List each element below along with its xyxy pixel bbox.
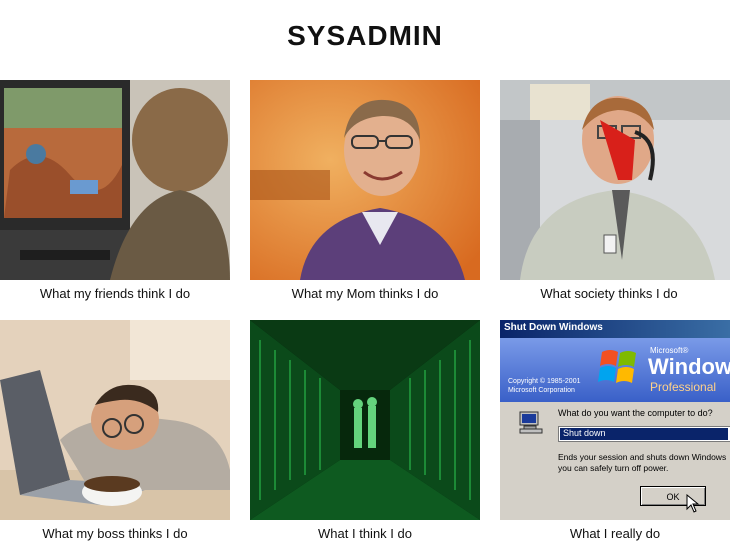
brand-edition: Professional <box>650 380 717 394</box>
brand-windows: Windows <box>648 354 730 379</box>
panel-boss-image <box>0 320 230 520</box>
copyright-line-1: Copyright © 1985-2001 <box>508 378 581 385</box>
caption-society: What society thinks I do <box>540 286 678 301</box>
ok-button-label: OK <box>666 492 680 502</box>
caption-friends: What my friends think I do <box>39 286 191 301</box>
description-line-2: you can safely turn off power. <box>558 463 669 473</box>
dialog-title: Shut Down Windows <box>504 322 603 333</box>
windows-banner: Microsoft® Windows Professional Copyrigh… <box>500 338 730 402</box>
computer-icon <box>519 411 543 434</box>
brand-microsoft: Microsoft® <box>650 346 689 355</box>
panel-mom-image <box>250 80 480 280</box>
panel-friends-image <box>0 80 230 280</box>
copyright-line-2: Microsoft Corporation <box>508 387 575 394</box>
description-line-1: Ends your session and shuts down Windows <box>558 452 727 462</box>
shutdown-option-select[interactable]: Shut down <box>558 426 730 442</box>
caption-mom: What my Mom thinks I do <box>291 286 439 301</box>
caption-matrix: What I think I do <box>318 526 412 541</box>
shutdown-question: What do you want the computer to do? <box>558 408 713 418</box>
shutdown-dialog: Shut Down Windows Microsoft® Windows Pro… <box>500 320 730 520</box>
panel-matrix-image <box>250 320 480 520</box>
caption-boss: What my boss thinks I do <box>42 526 188 541</box>
panel-society-image <box>500 80 730 280</box>
selected-option: Shut down <box>563 428 606 438</box>
dialog-titlebar: Shut Down Windows <box>500 320 730 338</box>
mouse-cursor-icon <box>686 494 700 513</box>
caption-reality: What I really do <box>569 526 661 541</box>
windows-flag-icon <box>598 350 636 383</box>
meme-title: SYSADMIN <box>287 20 443 51</box>
